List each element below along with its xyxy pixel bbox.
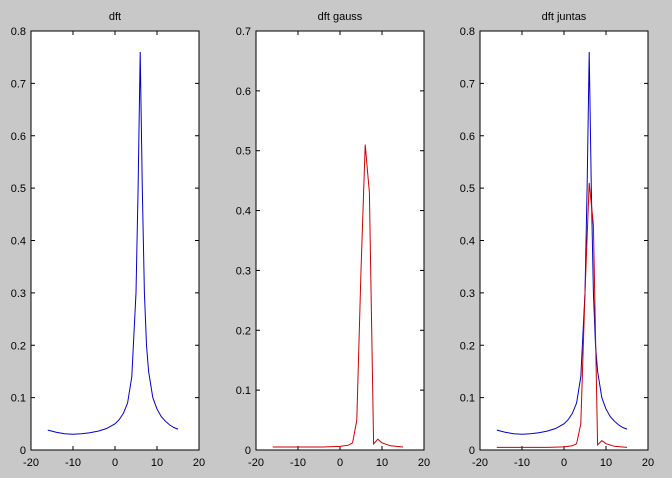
y-tick-label: 0.5 — [236, 146, 251, 158]
axes-box — [30, 30, 200, 451]
series-line-2 — [496, 182, 628, 448]
y-tick-label: 0.6 — [236, 86, 251, 98]
x-tick-label: -10 — [65, 457, 81, 469]
series-line-1 — [47, 51, 179, 435]
chart-title: dft juntas — [542, 11, 587, 23]
x-tick-label: -10 — [290, 457, 306, 469]
chart-title: dft gauss — [318, 11, 363, 23]
y-tick-label: 0.4 — [460, 236, 475, 248]
y-tick-label: 0.6 — [460, 131, 475, 143]
x-tick-label: -20 — [472, 457, 488, 469]
y-tick-label: 0.5 — [460, 183, 475, 195]
y-tick-label: 0.3 — [236, 265, 251, 277]
y-tick-label: 0.8 — [11, 26, 26, 38]
plot-panel-1: dft -20 -10 0 10 20 0 0.1 0.2 0.3 0.4 0.5 0.6 0.7 0.8 — [11, 11, 205, 469]
x-tick-label: 20 — [642, 457, 654, 469]
y-tick-label: 0.2 — [11, 340, 26, 352]
y-tick-label: 0.5 — [11, 183, 26, 195]
x-tick-label: -10 — [514, 457, 530, 469]
y-tick-label: 0.3 — [11, 288, 26, 300]
x-tick-label: 0 — [112, 457, 118, 469]
x-tick-label: 20 — [193, 457, 205, 469]
series-line-1 — [272, 144, 404, 448]
y-tick-label: 0.1 — [236, 385, 251, 397]
y-tick-label: 0.8 — [460, 26, 475, 38]
plot-panel-3: dft juntas -20 -10 0 10 20 0 0.1 0.2 0.3 0.4 0.5 0.6… — [460, 11, 654, 469]
axes-box — [255, 30, 425, 451]
x-tick-label: -20 — [23, 457, 39, 469]
y-tick-label: 0 — [245, 445, 251, 457]
y-tick-label: 0.7 — [236, 26, 251, 38]
y-tick-label: 0 — [469, 445, 475, 457]
y-tick-label: 0.7 — [460, 78, 475, 90]
chart-title: dft — [109, 11, 121, 23]
x-tick-label: -20 — [248, 457, 264, 469]
y-tick-label: 0.7 — [11, 78, 26, 90]
x-tick-label: 0 — [337, 457, 343, 469]
x-tick-label: 20 — [418, 457, 430, 469]
y-tick-label: 0.2 — [460, 340, 475, 352]
x-tick-label: 10 — [151, 457, 163, 469]
plot-panel-2: dft gauss -20 -10 0 10 20 0 0.1 0.2 0.3 0.4 0.5 0.6 0… — [236, 11, 430, 469]
y-tick-label: 0.3 — [460, 288, 475, 300]
y-tick-label: 0.6 — [11, 131, 26, 143]
y-tick-label: 0.4 — [236, 206, 251, 218]
y-tick-label: 0.1 — [11, 393, 26, 405]
x-tick-label: 0 — [561, 457, 567, 469]
x-tick-label: 10 — [600, 457, 612, 469]
y-tick-label: 0.1 — [460, 393, 475, 405]
y-tick-label: 0.4 — [11, 236, 26, 248]
y-tick-label: 0 — [20, 445, 26, 457]
axes-box — [479, 30, 649, 451]
x-tick-label: 10 — [376, 457, 388, 469]
y-tick-label: 0.2 — [236, 325, 251, 337]
